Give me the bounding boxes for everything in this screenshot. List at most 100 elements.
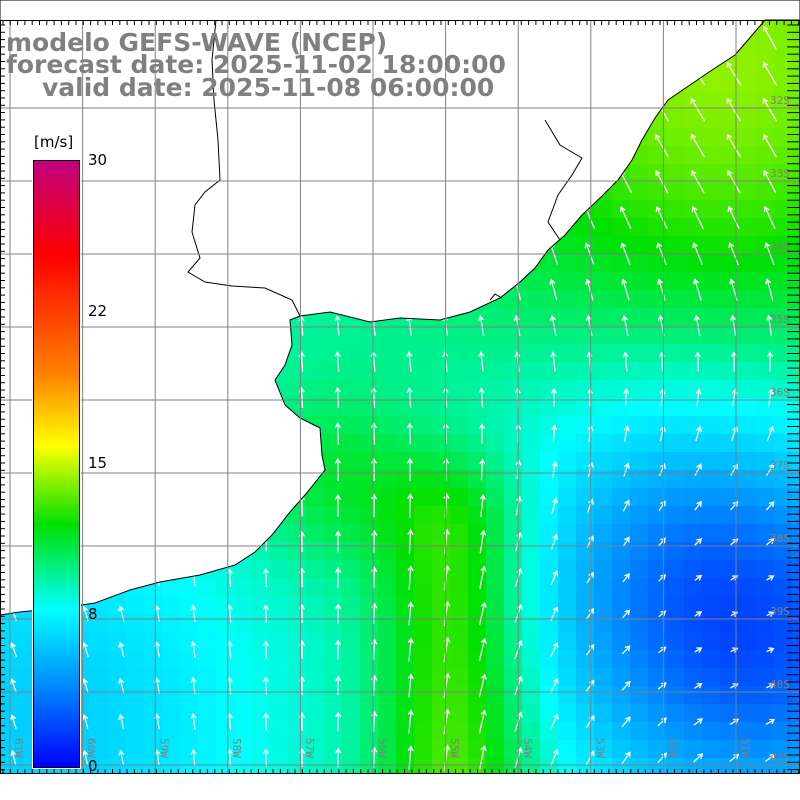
wind-arrow bbox=[478, 387, 485, 408]
wind-cell bbox=[684, 218, 702, 236]
wind-cell bbox=[342, 434, 360, 452]
wind-cell bbox=[486, 506, 504, 524]
wind-arrow bbox=[727, 205, 740, 230]
wind-cell bbox=[414, 416, 432, 434]
wind-arrow bbox=[658, 610, 667, 618]
wind-cell bbox=[756, 704, 774, 722]
wind-cell bbox=[504, 614, 522, 632]
wind-cell bbox=[234, 686, 252, 704]
wind-cell bbox=[288, 632, 306, 650]
wind-cell bbox=[378, 740, 396, 758]
wind-cell bbox=[270, 668, 288, 686]
wind-cell bbox=[486, 524, 504, 542]
wind-cell bbox=[396, 398, 414, 416]
wind-arrow bbox=[762, 25, 777, 50]
wind-arrow bbox=[262, 604, 269, 623]
wind-cell bbox=[630, 542, 648, 560]
wind-cell bbox=[522, 362, 540, 380]
wind-arrow bbox=[370, 457, 378, 482]
wind-cell bbox=[666, 200, 684, 218]
wind-cell bbox=[756, 596, 774, 614]
wind-cell bbox=[378, 380, 396, 398]
wind-cell bbox=[414, 578, 432, 596]
wind-cell bbox=[270, 578, 288, 596]
wind-cell bbox=[576, 668, 594, 686]
wind-cell bbox=[378, 650, 396, 668]
wind-cell bbox=[612, 308, 630, 326]
wind-cell bbox=[630, 506, 648, 524]
wind-cell bbox=[594, 560, 612, 578]
wind-cell bbox=[252, 632, 270, 650]
wind-cell bbox=[198, 740, 216, 758]
wind-cell bbox=[774, 380, 792, 398]
wind-cell bbox=[450, 326, 468, 344]
wind-cell bbox=[558, 524, 576, 542]
wind-cell bbox=[630, 326, 648, 344]
wind-cell bbox=[684, 740, 702, 758]
wind-cell bbox=[414, 506, 432, 524]
wind-cell bbox=[18, 704, 36, 722]
wind-cell bbox=[666, 632, 684, 650]
wind-cell bbox=[396, 740, 414, 758]
wind-cell bbox=[612, 398, 630, 416]
wind-arrow bbox=[370, 493, 378, 518]
wind-cell bbox=[702, 560, 720, 578]
wind-arrow bbox=[729, 718, 740, 726]
wind-cell bbox=[738, 686, 756, 704]
wind-cell bbox=[558, 326, 576, 344]
wind-cell bbox=[468, 506, 486, 524]
wind-cell bbox=[144, 758, 162, 774]
wind-cell bbox=[198, 614, 216, 632]
wind-cell bbox=[432, 380, 450, 398]
wind-cell bbox=[378, 542, 396, 560]
wind-cell bbox=[540, 614, 558, 632]
wind-arrow bbox=[407, 637, 414, 662]
wind-cell bbox=[576, 326, 594, 344]
wind-arrow bbox=[762, 61, 778, 86]
wind-cell bbox=[468, 452, 486, 470]
wind-cell bbox=[630, 596, 648, 614]
wind-cell bbox=[792, 452, 800, 470]
wind-cell bbox=[792, 722, 800, 740]
wind-cell bbox=[126, 614, 144, 632]
wind-cell bbox=[738, 398, 756, 416]
colorbar-tick-0: 0 bbox=[88, 757, 98, 775]
wind-cell bbox=[756, 344, 774, 362]
wind-cell bbox=[576, 758, 594, 774]
wind-cell bbox=[558, 722, 576, 740]
wind-arrow bbox=[655, 169, 669, 194]
wind-cell bbox=[648, 254, 666, 272]
wind-cell bbox=[612, 290, 630, 308]
wind-arrow bbox=[9, 642, 18, 658]
wind-cell bbox=[126, 704, 144, 722]
wind-arrow bbox=[656, 278, 666, 301]
wind-arrow bbox=[621, 278, 630, 301]
wind-cell bbox=[288, 524, 306, 542]
wind-cell bbox=[180, 632, 198, 650]
wind-cell bbox=[774, 200, 792, 218]
wind-cell bbox=[432, 344, 450, 362]
colorbar-tick-30: 30 bbox=[88, 151, 108, 169]
wind-arrow bbox=[10, 749, 17, 765]
wind-cell bbox=[522, 596, 540, 614]
wind-cell bbox=[738, 380, 756, 398]
wind-cell bbox=[702, 434, 720, 452]
longitude-label: 61W bbox=[12, 738, 25, 758]
latitude-label: 34S bbox=[770, 240, 790, 253]
wind-cell bbox=[378, 398, 396, 416]
wind-cell bbox=[630, 398, 648, 416]
wind-cell bbox=[414, 722, 432, 740]
wind-cell bbox=[306, 524, 324, 542]
wind-cell bbox=[720, 146, 738, 164]
wind-cell bbox=[648, 182, 666, 200]
wind-cell bbox=[198, 758, 216, 774]
wind-arrow bbox=[406, 351, 413, 372]
wind-cell bbox=[594, 632, 612, 650]
wind-cell bbox=[666, 596, 684, 614]
wind-cell bbox=[612, 542, 630, 560]
wind-cell bbox=[702, 110, 720, 128]
wind-cell bbox=[540, 740, 558, 758]
wind-arrow bbox=[658, 537, 666, 547]
wind-cell bbox=[666, 560, 684, 578]
wind-arrow bbox=[622, 499, 630, 512]
